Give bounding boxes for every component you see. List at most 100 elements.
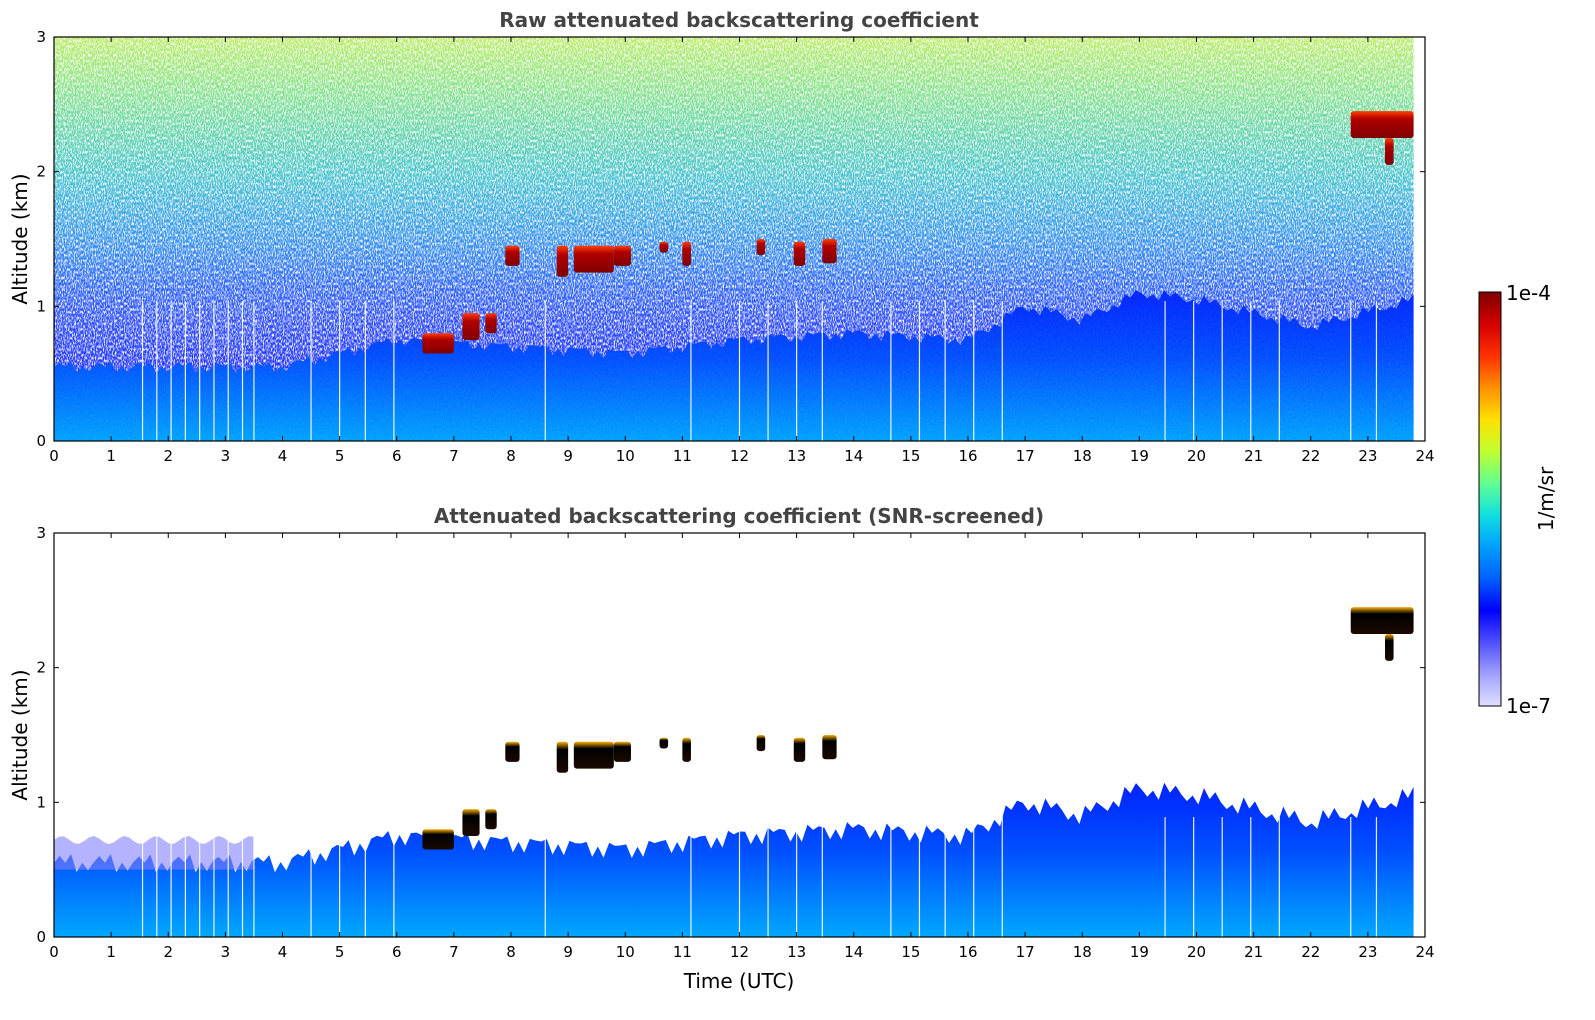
x-tick-label: 24 (1415, 447, 1434, 465)
y-tick-label: 1 (36, 297, 46, 315)
cloud-segment (659, 241, 669, 253)
cloud-segment (682, 737, 691, 762)
snr-y-axis: 0 1 2 3 (36, 524, 1425, 946)
snr-x-axis: 0 1 2 3 4 5 6 7 8 9 10 11 12 13 14 15 16 17 18 19 20 21 22 23 24 (49, 533, 1435, 961)
raw-data-gaps (141, 301, 1378, 441)
x-tick-label: 18 (1073, 447, 1092, 465)
cloud-segment (485, 313, 497, 334)
x-tick-label: 14 (844, 447, 863, 465)
x-tick-label: 13 (787, 447, 806, 465)
x-tick-label: 14 (844, 943, 863, 961)
x-tick-label: 17 (1016, 447, 1035, 465)
cloud-segment (505, 245, 520, 266)
snr-faint-layer (54, 836, 254, 870)
snr-panel: Attenuated backscattering coefficient (S… (8, 504, 1435, 993)
cloud-segment (822, 735, 837, 760)
cloud-segment (1385, 138, 1394, 165)
y-tick-label: 1 (36, 793, 46, 811)
x-tick-label: 13 (787, 943, 806, 961)
raw-title: Raw attenuated backscattering coefficien… (499, 8, 979, 32)
cloud-segment (793, 737, 806, 762)
x-tick-label: 6 (392, 943, 402, 961)
x-tick-label: 3 (221, 943, 231, 961)
cloud-segment (573, 245, 614, 273)
x-tick-label: 21 (1244, 447, 1263, 465)
snr-data-gaps (141, 817, 1378, 937)
x-tick-label: 10 (616, 943, 635, 961)
x-tick-label: 12 (730, 943, 749, 961)
cloud-segment (462, 809, 480, 836)
x-tick-label: 9 (563, 447, 573, 465)
x-tick-label: 23 (1358, 447, 1377, 465)
raw-panel: Raw attenuated backscattering coefficien… (8, 8, 1435, 465)
x-tick-label: 11 (673, 943, 692, 961)
x-tick-label: 18 (1073, 943, 1092, 961)
cloud-segment (793, 241, 806, 266)
x-tick-label: 10 (616, 447, 635, 465)
colorbar-min-label: 1e-7 (1506, 694, 1551, 718)
raw-heatmap (54, 37, 1425, 441)
y-tick-label: 2 (36, 163, 46, 181)
x-tick-label: 3 (221, 447, 231, 465)
cloud-segment (505, 741, 520, 762)
x-tick-label: 20 (1187, 447, 1206, 465)
cloud-segment (613, 245, 631, 266)
cloud-segment (822, 239, 837, 264)
x-tick-label: 7 (449, 447, 459, 465)
x-tick-label: 21 (1244, 943, 1263, 961)
y-tick-label: 0 (36, 432, 46, 450)
cloud-segment (422, 333, 454, 354)
cloud-segment (556, 245, 569, 277)
x-tick-label: 2 (163, 943, 173, 961)
x-tick-label: 1 (106, 943, 116, 961)
x-tick-label: 16 (958, 943, 977, 961)
x-tick-label: 4 (278, 447, 288, 465)
colorbar-unit-label: 1/m/sr (1534, 466, 1558, 531)
cloud-segment (1385, 634, 1394, 661)
x-tick-label: 11 (673, 447, 692, 465)
x-tick-label: 4 (278, 943, 288, 961)
raw-x-axis: 0 1 2 3 4 5 6 7 8 9 10 11 12 13 14 15 16 17 18 19 20 21 22 23 24 (49, 37, 1435, 465)
cloud-segment (682, 241, 691, 266)
snr-ylabel: Altitude (km) (8, 669, 32, 800)
y-tick-label: 3 (36, 524, 46, 542)
raw-cloud-segments (422, 111, 1414, 354)
x-tick-label: 6 (392, 447, 402, 465)
cloud-segment (756, 239, 766, 256)
x-tick-label: 7 (449, 943, 459, 961)
y-tick-label: 0 (36, 928, 46, 946)
x-tick-label: 8 (506, 447, 516, 465)
x-tick-label: 20 (1187, 943, 1206, 961)
x-tick-label: 0 (49, 447, 59, 465)
cloud-segment (1350, 607, 1414, 634)
colorbar-gradient (1478, 291, 1502, 707)
snr-title: Attenuated backscattering coefficient (S… (434, 504, 1044, 528)
cloud-segment (556, 741, 569, 773)
x-tick-label: 12 (730, 447, 749, 465)
x-tick-label: 15 (901, 447, 920, 465)
x-tick-label: 5 (335, 943, 345, 961)
x-tick-label: 15 (901, 943, 920, 961)
x-tick-label: 2 (163, 447, 173, 465)
x-tick-label: 0 (49, 943, 59, 961)
x-tick-label: 23 (1358, 943, 1377, 961)
x-tick-label: 16 (958, 447, 977, 465)
y-tick-label: 2 (36, 659, 46, 677)
x-tick-label: 9 (563, 943, 573, 961)
x-tick-label: 8 (506, 943, 516, 961)
cloud-segment (756, 735, 766, 752)
colorbar-max-label: 1e-4 (1506, 281, 1551, 305)
x-tick-label: 19 (1130, 943, 1149, 961)
x-tick-label: 17 (1016, 943, 1035, 961)
raw-y-axis: 0 1 2 3 (36, 28, 1425, 450)
snr-cloud-segments (422, 607, 1414, 850)
cloud-segment (659, 737, 669, 749)
cloud-segment (573, 741, 614, 769)
x-tick-label: 1 (106, 447, 116, 465)
y-tick-label: 3 (36, 28, 46, 46)
cloud-segment (422, 829, 454, 850)
raw-ylabel: Altitude (km) (8, 173, 32, 304)
x-tick-label: 22 (1301, 943, 1320, 961)
snr-heatmap (54, 533, 1425, 937)
